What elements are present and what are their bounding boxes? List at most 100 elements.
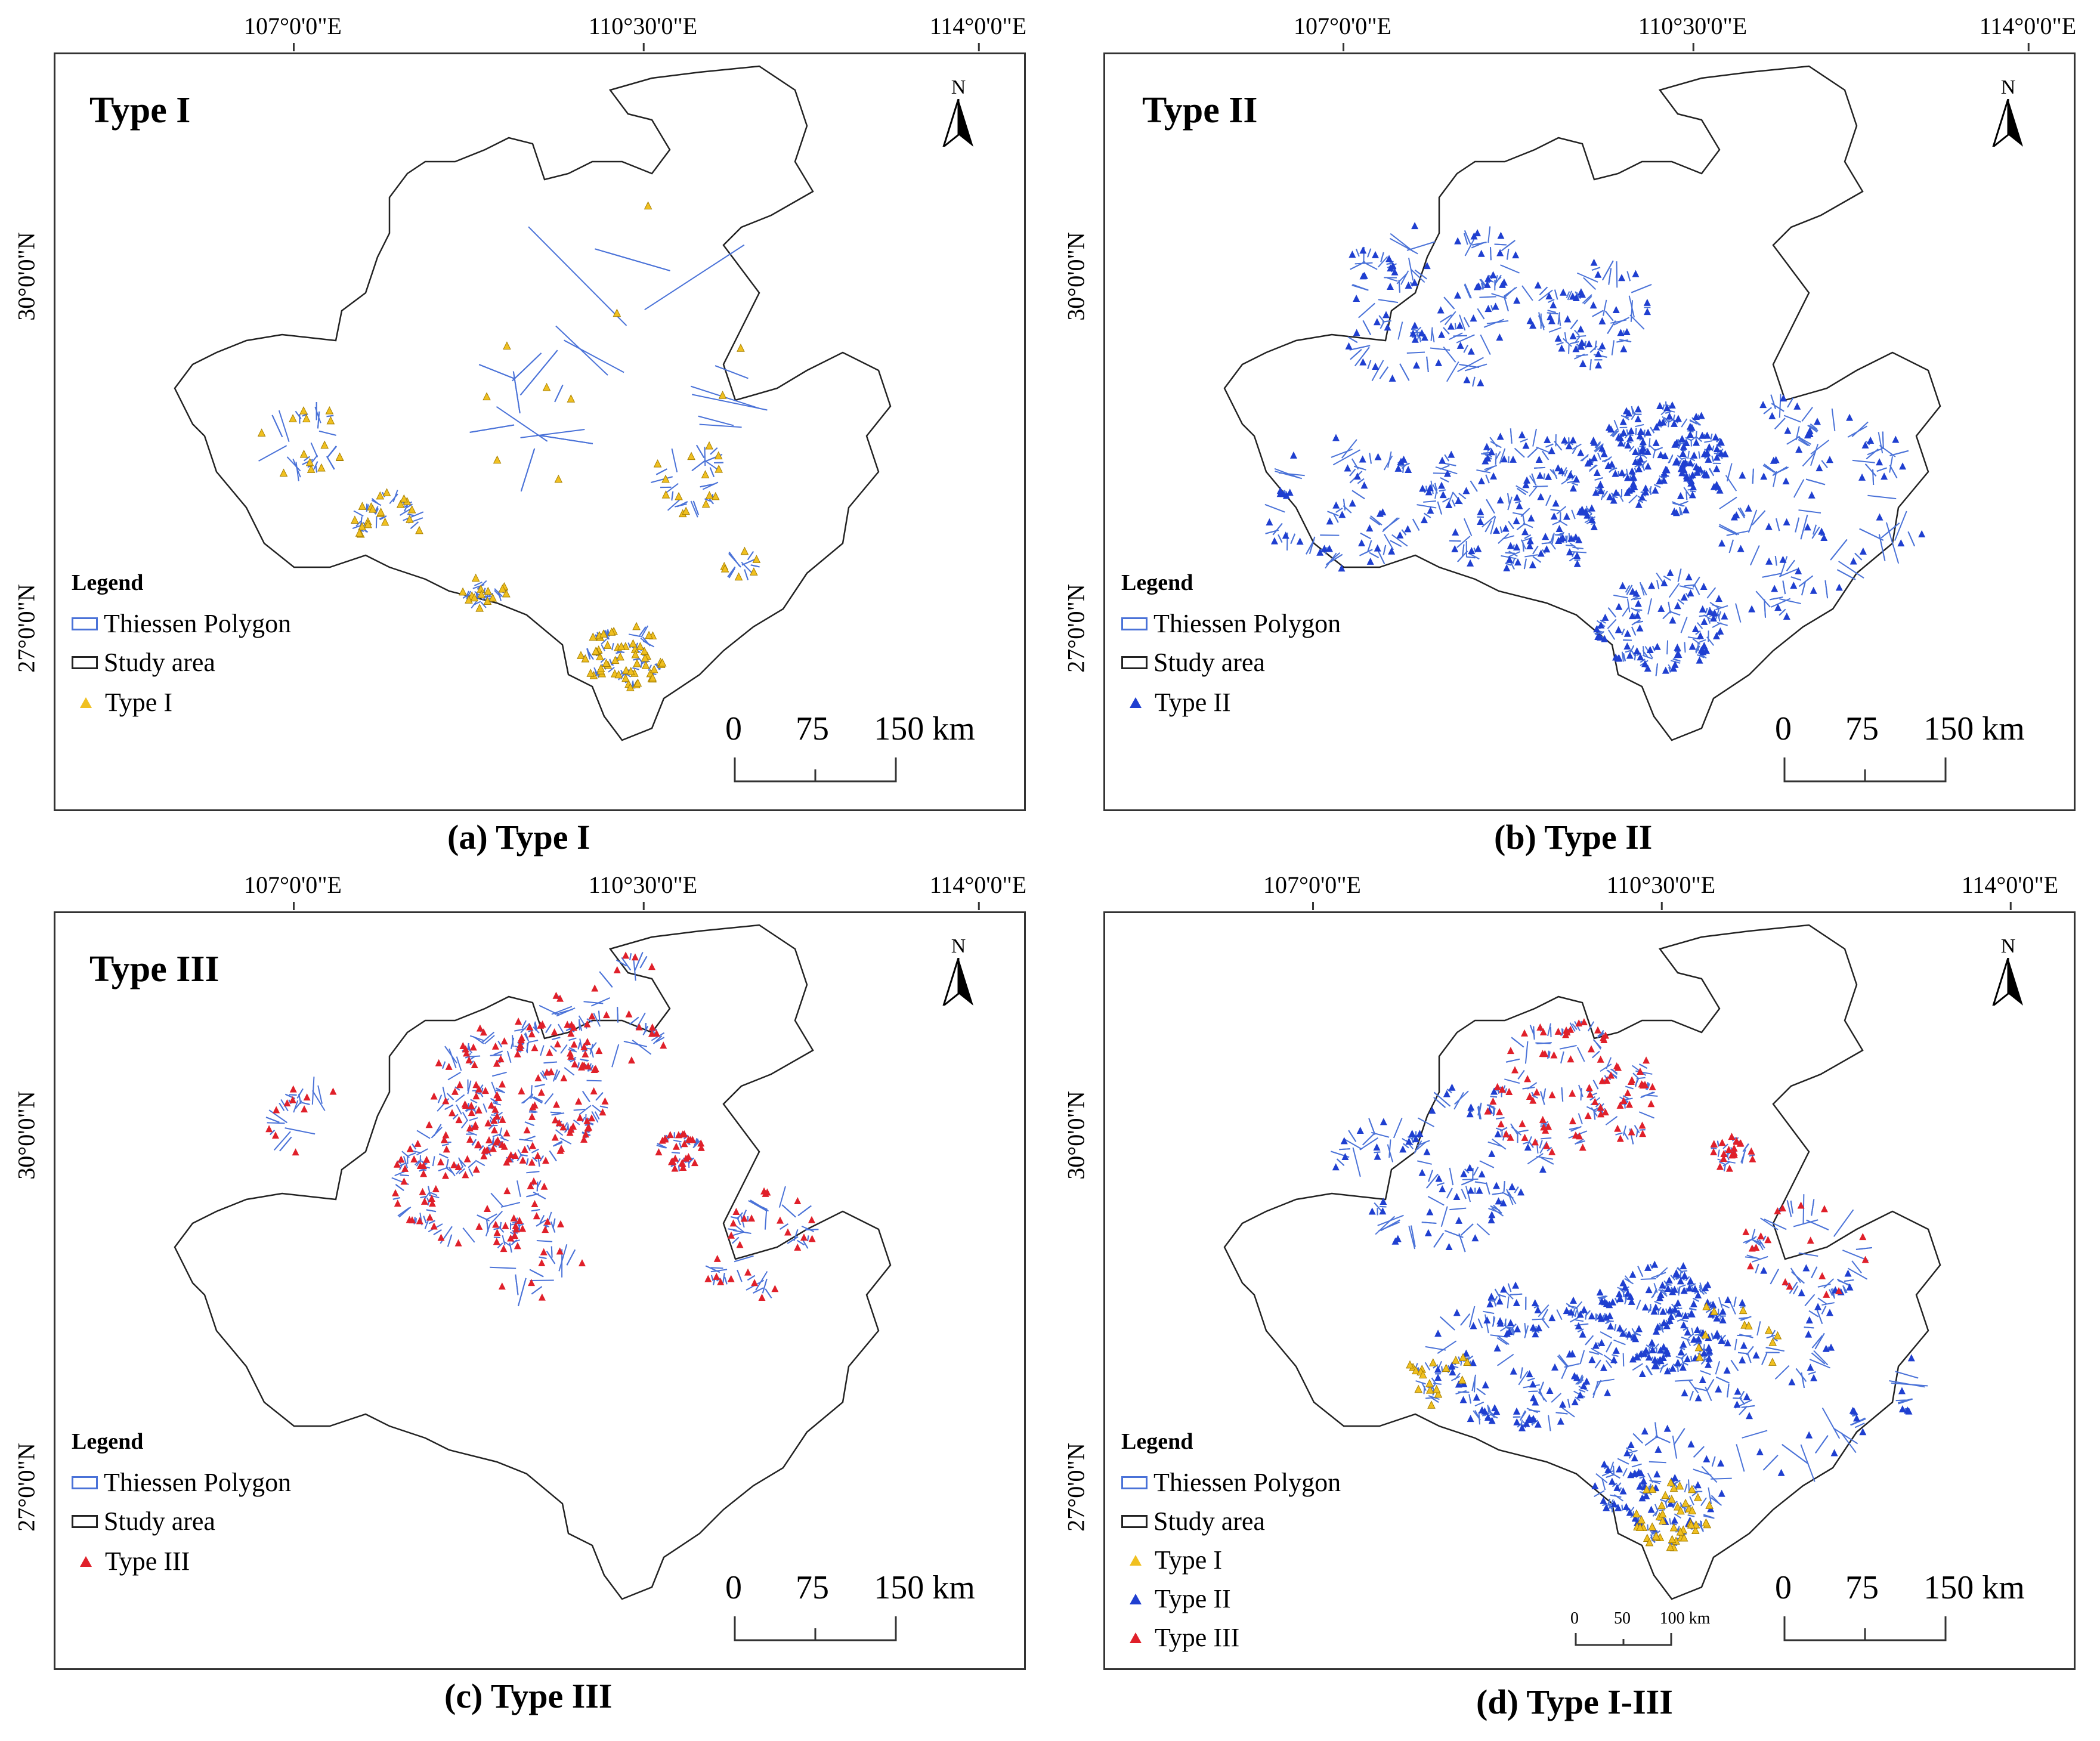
- polygon-edge: [1739, 1405, 1748, 1415]
- polygon-edge: [1474, 1181, 1487, 1185]
- type-ii-point: [1669, 616, 1677, 624]
- polygon-edge: [1810, 440, 1830, 455]
- polygon-edge: [1336, 1158, 1345, 1166]
- type-ii-point: [1477, 477, 1485, 484]
- polygon-edge: [1680, 616, 1688, 633]
- type-iii-point: [583, 1038, 591, 1046]
- type-iii-point: [420, 1197, 428, 1205]
- polygon-edge: [623, 1040, 648, 1047]
- polygon-edge: [566, 1249, 576, 1266]
- type-i-point: [740, 546, 749, 555]
- polygon-edge: [1649, 1348, 1650, 1353]
- type-iii-point: [329, 1087, 337, 1095]
- type-iii-point: [472, 1165, 480, 1173]
- polygon-edge: [1587, 1021, 1595, 1032]
- polygon-edge: [496, 406, 548, 442]
- polygon-edge: [1540, 1091, 1545, 1105]
- polygon-swatch: [72, 1476, 98, 1489]
- type-iii-point: [526, 1023, 534, 1031]
- type-iii-point: [493, 1238, 500, 1245]
- type-iii-point: [551, 1133, 559, 1141]
- polygon-edge: [528, 1040, 539, 1043]
- polygon-edge: [1678, 1284, 1686, 1288]
- polygon-edge: [1628, 295, 1635, 318]
- polygon-edge: [1673, 1428, 1685, 1446]
- polygon-edge: [462, 593, 469, 599]
- type-ii-point: [1677, 491, 1684, 499]
- type-iii-point: [590, 1087, 598, 1094]
- polygon-edge: [327, 446, 337, 457]
- type-ii-point: [1721, 612, 1728, 620]
- type-iii-point: [751, 1279, 759, 1287]
- polygon-edge: [1349, 468, 1356, 477]
- polygon-edge: [1772, 466, 1787, 477]
- type-ii-point: [1529, 561, 1536, 568]
- polygon-edge: [1592, 1381, 1599, 1399]
- polygon-edge: [1688, 1380, 1699, 1394]
- polygon-edge: [1554, 441, 1563, 451]
- type-ii-point: [1353, 472, 1361, 480]
- type-ii-point: [1674, 644, 1681, 651]
- polygon-edge: [469, 1035, 484, 1041]
- type-iii-point: [490, 1117, 498, 1124]
- polygon-edge: [1594, 1359, 1601, 1369]
- polygon-edge: [1500, 264, 1520, 274]
- polygon-edge: [1448, 492, 1453, 504]
- type-ii-point: [1338, 564, 1346, 572]
- polygon-edge: [527, 1145, 531, 1151]
- polygon-edge: [552, 1218, 556, 1228]
- type-ii-point: [1435, 358, 1443, 366]
- polygon-edge: [295, 410, 302, 419]
- polygon-edge: [807, 1235, 809, 1242]
- type-ii-point: [1636, 624, 1644, 632]
- type-ii-point: [1739, 471, 1746, 479]
- type-ii-point: [1397, 457, 1405, 465]
- polygon-edge: [1400, 270, 1409, 285]
- type-i-point: [648, 673, 657, 682]
- type-iii-point: [523, 1126, 531, 1134]
- polygon-edge: [1290, 533, 1296, 544]
- polygon-edge: [1608, 268, 1612, 285]
- polygon-edge: [1550, 469, 1557, 477]
- polygon-edge: [1359, 1137, 1378, 1151]
- polygon-edge: [1681, 449, 1686, 452]
- polygon-edge: [1689, 1308, 1697, 1311]
- type-ii-point: [1633, 647, 1641, 654]
- type-ii-point: [1592, 488, 1600, 496]
- polygon-edge: [408, 1152, 416, 1156]
- polygon-edge: [1446, 1088, 1452, 1093]
- type-ii-point: [1349, 251, 1356, 258]
- type-ii-point: [1861, 441, 1869, 449]
- polygon-edge: [1504, 1078, 1520, 1084]
- polygon-edge: [579, 1058, 588, 1062]
- polygon-edge: [595, 248, 670, 271]
- type-iii-point: [548, 1068, 555, 1075]
- polygon-edge: [1571, 482, 1579, 486]
- lon-tick-110-30: 110°30'0"E: [1606, 871, 1716, 910]
- polygon-edge: [1607, 629, 1616, 640]
- type-ii-point: [1674, 415, 1682, 422]
- type-ii-point: [1597, 480, 1604, 488]
- polygon-edge: [1360, 532, 1371, 540]
- polygon-edge: [442, 1061, 446, 1069]
- type-ii-point: [1396, 531, 1404, 539]
- type-ii-point: [1566, 548, 1573, 556]
- type-ii-point: [1627, 427, 1635, 435]
- polygon-edge: [1782, 580, 1786, 595]
- polygon-edge: [1332, 449, 1361, 466]
- caption-text: Type II: [1544, 818, 1653, 856]
- legend-polygon: Thiessen Polygon: [72, 1467, 291, 1498]
- polygon-edge: [1809, 425, 1818, 431]
- polygon-edge: [573, 1108, 585, 1111]
- lon-tick-107: 107°0'0"E: [244, 871, 342, 910]
- polygon-edge: [1594, 1490, 1605, 1498]
- polygon-edge: [1740, 1149, 1746, 1163]
- polygon-edge: [1600, 619, 1606, 624]
- polygon-edge: [519, 1154, 528, 1156]
- polygon-edge: [399, 1164, 403, 1170]
- type-ii-point: [1453, 291, 1461, 299]
- map-frame: [1103, 52, 2076, 811]
- polygon-edge: [1578, 1374, 1583, 1384]
- type-iii-point: [503, 1129, 511, 1137]
- polygon-edge: [1524, 1323, 1527, 1334]
